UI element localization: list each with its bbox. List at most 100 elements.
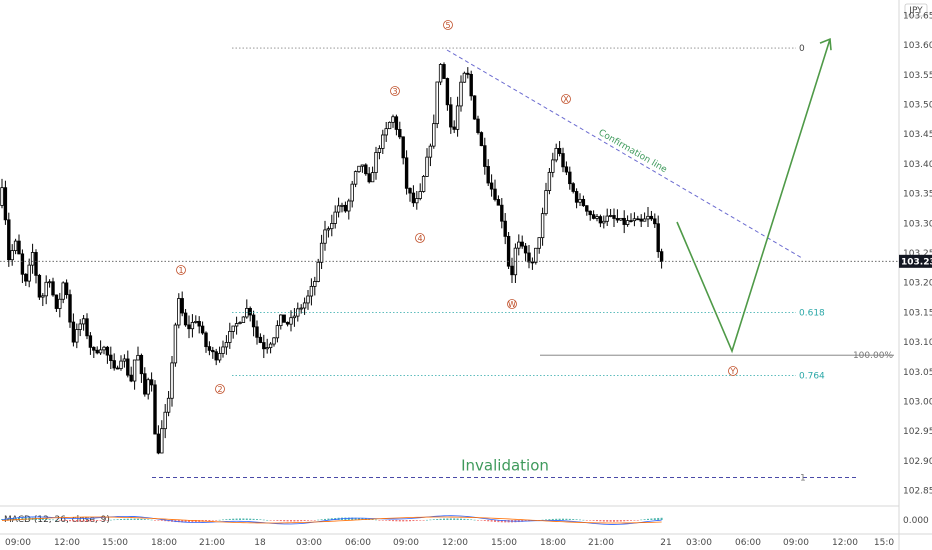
candle-body-down	[496, 199, 501, 206]
macd-histogram-bar	[72, 520, 75, 522]
time-axis[interactable]: 09:00 12:00 15:00 18:00 21:00 18 03:00 06:00 09:…	[5, 538, 894, 548]
candle	[486, 159, 490, 187]
macd-histogram-bar	[276, 520, 279, 521]
macd-histogram-bar	[313, 520, 316, 521]
macd-histogram-bar	[589, 520, 592, 521]
candle	[112, 353, 116, 371]
candle-body-down	[112, 360, 116, 369]
candle-body-down	[557, 147, 562, 154]
wave-label-y: Y	[728, 366, 738, 376]
candle-body-up	[122, 358, 127, 362]
candle	[455, 96, 460, 137]
candle-body-up	[340, 204, 344, 207]
time-tick-label: 06:00	[345, 538, 371, 548]
candle-body-down	[622, 217, 626, 225]
macd-histogram-bar	[636, 520, 639, 521]
candle	[578, 193, 582, 206]
macd-histogram-bar	[232, 518, 235, 520]
currency-badge[interactable]: JPY	[904, 3, 928, 17]
macd-histogram-bar	[443, 518, 445, 520]
candle-body-up	[160, 428, 164, 454]
candle	[292, 307, 297, 327]
macd-histogram-bar	[449, 518, 452, 520]
macd-histogram-bar	[228, 518, 231, 520]
candle	[357, 165, 361, 173]
macd-histogram-bar	[239, 518, 241, 520]
candle	[401, 136, 405, 165]
candle-body-down	[493, 188, 497, 200]
macd-histogram-bar	[453, 518, 456, 520]
macd-histogram-bar	[266, 519, 269, 521]
candle-body-down	[20, 253, 25, 275]
macd-histogram-bar	[473, 519, 476, 521]
candle	[102, 345, 106, 355]
macd-histogram-bar	[422, 520, 425, 521]
last-price-tag-text: 103.236	[901, 257, 932, 267]
candle	[81, 315, 86, 331]
time-tick-label: 03:00	[296, 538, 322, 548]
macd-histogram-bar	[381, 520, 384, 521]
candle	[428, 143, 433, 167]
candle-body-down	[510, 265, 514, 276]
macd-histogram-bar	[130, 518, 133, 520]
candle-body-down	[568, 171, 572, 185]
candle-body-down	[656, 223, 660, 253]
candle	[506, 232, 511, 270]
candle	[241, 316, 246, 323]
macd-histogram-bar	[18, 517, 20, 520]
candle-body-up	[234, 323, 239, 327]
macd-histogram-bar	[123, 518, 126, 520]
candle-body-down	[197, 321, 201, 327]
candle-body-down	[71, 321, 76, 343]
candle-body-down	[109, 354, 113, 361]
candle	[561, 147, 565, 173]
macd-histogram-bar	[609, 520, 612, 522]
macd-histogram-bar	[602, 520, 605, 522]
macd-histogram-bar	[45, 518, 48, 520]
macd-histogram-bar	[653, 518, 656, 520]
price-tick-label: 103.100	[903, 338, 932, 348]
candle-body-down	[364, 164, 368, 175]
candle	[547, 167, 552, 195]
currency-badge-box[interactable]	[904, 3, 928, 17]
price-tick-label: 103.600	[903, 41, 932, 51]
candle-body-up	[217, 353, 222, 361]
macd-histogram-bar	[385, 520, 388, 521]
currency-badge-text: JPY	[908, 6, 923, 16]
candle-body-up	[313, 281, 317, 287]
candle	[143, 367, 147, 397]
macd-histogram-bar	[181, 520, 184, 523]
macd-histogram-bar	[599, 520, 602, 522]
candle-body-down	[24, 273, 28, 282]
macd-histogram-bar	[490, 520, 493, 522]
macd-histogram-bar	[269, 520, 272, 521]
macd-histogram-bar	[225, 519, 228, 520]
candle	[20, 249, 25, 284]
candle-body-up	[194, 321, 198, 323]
candle	[92, 346, 96, 359]
candle-body-up	[170, 362, 174, 399]
macd-histogram-bar	[252, 518, 255, 520]
candle	[330, 214, 334, 237]
candle	[615, 209, 620, 223]
macd-histogram-bar	[466, 519, 469, 520]
candle-body-up	[428, 145, 433, 158]
candle	[129, 366, 133, 383]
macd-histogram-bar	[296, 520, 299, 522]
macd-histogram-bar	[92, 520, 95, 522]
candle-body-up	[221, 346, 225, 354]
last-price-tag[interactable]: 103.236	[899, 254, 932, 268]
candle-body-up	[302, 302, 307, 309]
candle-body-up	[432, 123, 436, 147]
candle	[469, 70, 473, 101]
candle	[173, 322, 178, 367]
candle-body-up	[642, 218, 647, 222]
candle-body-down	[469, 73, 473, 97]
candle	[183, 309, 188, 327]
macd-histogram-bar	[623, 520, 626, 522]
macd-histogram-bar	[211, 520, 214, 521]
candle-body-up	[102, 346, 106, 351]
macd-histogram-bar	[545, 519, 547, 521]
